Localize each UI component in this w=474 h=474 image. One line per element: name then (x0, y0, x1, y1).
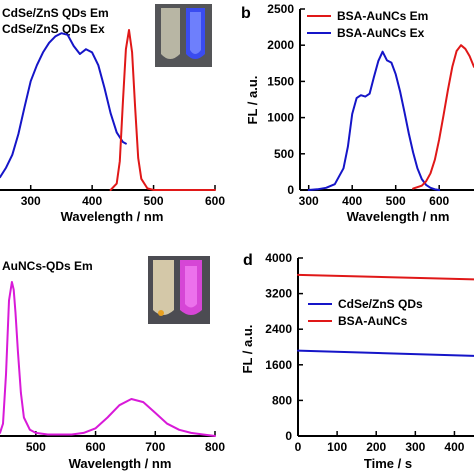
panel-a-series-cdse-zns-qds-em (109, 29, 216, 191)
panel-d-y-tick-label: 4000 (265, 251, 292, 265)
panel-d-x-axis-label: Time / s (364, 456, 412, 471)
panel-c: 500 600 700 800 Wavelength / nm AuNCs-QDs E… (0, 256, 225, 471)
panel-c-x-tick-label: 600 (86, 440, 106, 454)
panel-b-x-axis-label: Wavelength / nm (347, 209, 450, 224)
panel-d-y-tick-label: 1600 (265, 358, 292, 372)
panel-c-plot-area (0, 281, 216, 437)
panel-a-x-axis-label: Wavelength / nm (61, 209, 164, 224)
panel-d-x-ticks: 0 100 200 300 400 (295, 431, 465, 454)
panel-b-y-tick-label: 0 (287, 183, 294, 197)
panel-a-series-cdse-zns-qds-ex (0, 32, 127, 179)
panel-c-x-tick-label: 500 (26, 440, 46, 454)
panel-b-letter: b (241, 5, 251, 22)
panel-c-vial-photo (148, 256, 210, 324)
panel-a-legend-em-label: CdSe/ZnS QDs Em (2, 6, 109, 20)
panel-b-y-tick-label: 1500 (267, 74, 294, 88)
panel-a-x-tick-label: 500 (144, 194, 164, 208)
panel-d: d 0 800 1600 2400 3200 4000 0 100 200 300 400 FL … (240, 251, 474, 471)
panel-a-x-tick-label: 400 (82, 194, 102, 208)
panel-d-y-ticks: 0 800 1600 2400 3200 4000 (265, 251, 303, 443)
panel-b-y-tick-label: 2000 (267, 38, 294, 52)
panel-a-x-ticks: 300 400 500 600 (21, 185, 225, 208)
panel-d-y-tick-label: 800 (272, 393, 292, 407)
panel-b-x-ticks: 300 400 500 600 (299, 185, 450, 208)
panel-b-y-tick-label: 2500 (267, 2, 294, 16)
panel-b-legend-em-label: BSA-AuNCs Em (337, 9, 428, 23)
panel-a: 300 400 500 600 Wavelength / nm CdSe/ZnS QD… (0, 4, 225, 224)
panel-b-x-tick-label: 600 (429, 194, 449, 208)
panel-b-series-bsa-auncs-ex (307, 50, 441, 191)
panel-d-y-axis-label: FL / a.u. (240, 325, 255, 374)
panel-c-legend-label: AuNCs-QDs Em (2, 259, 93, 273)
panel-d-x-tick-label: 100 (327, 440, 347, 454)
panel-d-x-tick-label: 0 (295, 440, 302, 454)
panel-b-y-ticks: 0 500 1000 1500 2000 2500 (267, 2, 305, 197)
panel-c-series-auncs-qds-em (0, 281, 216, 437)
panel-d-plot-area (297, 273, 474, 357)
panel-b-x-tick-label: 300 (299, 194, 319, 208)
panel-d-x-tick-label: 400 (444, 440, 464, 454)
panel-c-x-axis-label: Wavelength / nm (69, 456, 172, 471)
panel-b-legend-ex-label: BSA-AuNCs Ex (337, 26, 425, 40)
panel-d-series-bsa-auncs (297, 273, 474, 281)
panel-b-series-bsa-auncs-em (412, 44, 474, 190)
panel-a-x-tick-label: 300 (21, 194, 41, 208)
panel-d-y-tick-label: 0 (285, 429, 292, 443)
panel-c-x-tick-label: 800 (205, 440, 225, 454)
panel-b-x-tick-label: 400 (342, 194, 362, 208)
panel-d-x-tick-label: 200 (366, 440, 386, 454)
panel-a-x-tick-label: 600 (205, 194, 225, 208)
panel-d-y-tick-label: 2400 (265, 322, 292, 336)
panel-b-plot-area (307, 44, 474, 191)
panel-d-legend-au-label: BSA-AuNCs (338, 314, 408, 328)
panel-c-x-tick-label: 700 (145, 440, 165, 454)
panel-d-y-tick-label: 3200 (265, 287, 292, 301)
panel-b-y-axis-label: FL / a.u. (245, 76, 260, 125)
panel-b-y-tick-label: 500 (274, 147, 294, 161)
panel-b: b 0 500 1000 1500 2000 2500 300 400 500 600 FL /… (241, 2, 474, 224)
panel-d-series-cdse-zns-qds (297, 349, 474, 357)
panel-d-x-tick-label: 300 (405, 440, 425, 454)
panel-b-y-tick-label: 1000 (267, 111, 294, 125)
panel-a-legend-ex-label: CdSe/ZnS QDs Ex (2, 22, 105, 36)
panel-b-x-tick-label: 500 (386, 194, 406, 208)
panel-a-vial-photo (155, 4, 212, 67)
panel-c-x-ticks: 500 600 700 800 (26, 431, 225, 454)
panel-d-letter: d (243, 252, 253, 269)
panel-a-plot-area (0, 29, 216, 191)
panel-d-legend-qd-label: CdSe/ZnS QDs (338, 297, 423, 311)
